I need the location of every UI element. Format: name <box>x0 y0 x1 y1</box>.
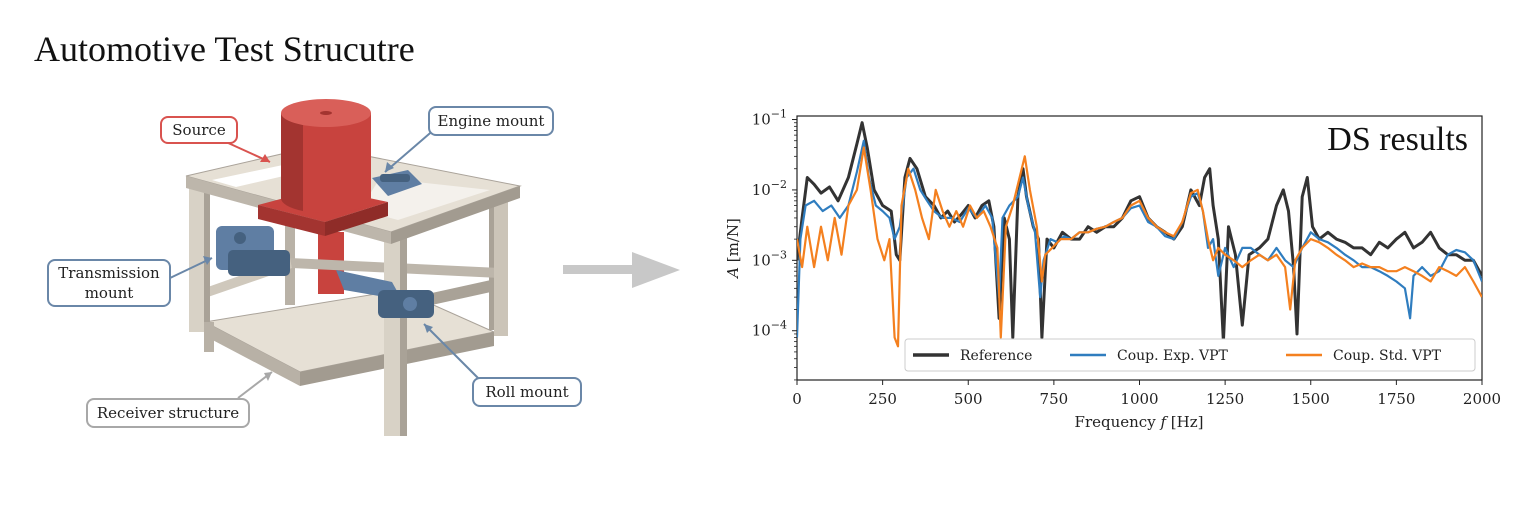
chart-title: DS results <box>1327 121 1468 158</box>
series-line-coup-std-vpt <box>797 146 1482 348</box>
x-tick-label: 1750 <box>1377 390 1415 408</box>
series-line-reference <box>797 121 1482 344</box>
chart-legend: Reference Coup. Exp. VPT Coup. Std. VPT <box>904 338 1476 372</box>
flow-arrow <box>563 252 680 288</box>
legend-entry: Coup. Std. VPT <box>1333 348 1442 364</box>
y-tick-label: 10−2 <box>752 178 787 199</box>
transmission-mount-label-line2: mount <box>84 284 134 302</box>
x-axis-label: Frequency f [Hz] <box>1075 413 1204 431</box>
x-tick-label: 0 <box>792 390 802 408</box>
roll-mount-part <box>336 270 434 318</box>
series-layer <box>797 121 1482 348</box>
engine-mount-label: Engine mount <box>428 106 554 136</box>
callout-leader-lines <box>169 127 481 399</box>
test-rig-illustration <box>169 99 680 436</box>
source-label: Source <box>160 116 238 144</box>
legend-entry: Reference <box>960 348 1032 364</box>
legend-box <box>904 338 1476 372</box>
x-tick-label: 250 <box>868 390 897 408</box>
x-tick-label: 2000 <box>1463 390 1501 408</box>
x-tick-label: 1250 <box>1206 390 1244 408</box>
x-tick-label: 500 <box>954 390 983 408</box>
x-tick-label: 1500 <box>1292 390 1330 408</box>
engine-mount-part <box>372 170 422 196</box>
transmission-mount-part <box>216 226 290 276</box>
receiver-structure-label: Receiver structure <box>86 398 250 428</box>
transmission-mount-label-line1: Transmission <box>58 264 160 282</box>
y-tick-label: 10−4 <box>752 319 787 340</box>
y-axis-label: A [m/N] <box>724 218 742 280</box>
page-title: Automotive Test Strucutre <box>34 29 415 69</box>
x-tick-label: 750 <box>1040 390 1069 408</box>
transmission-mount-label: Transmission mount <box>47 259 171 307</box>
y-tick-label: 10−1 <box>752 108 787 129</box>
y-tick-label: 10−3 <box>752 248 787 269</box>
x-tick-label: 1000 <box>1120 390 1158 408</box>
legend-entry: Coup. Exp. VPT <box>1117 348 1229 364</box>
source-block <box>258 99 388 236</box>
y-axis-ticks: 10−1 10−2 10−3 10−4 <box>752 108 797 381</box>
x-axis-ticks: 0 250 500 750 1000 1250 1500 1750 2000 <box>792 380 1501 408</box>
roll-mount-label: Roll mount <box>472 377 582 407</box>
